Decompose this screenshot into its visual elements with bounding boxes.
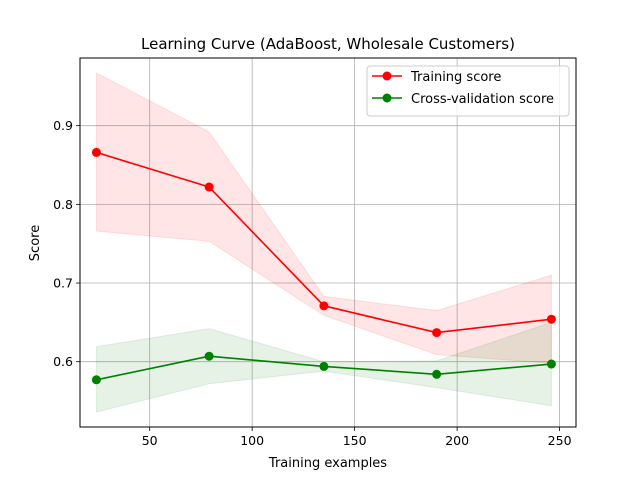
grid-lines <box>80 58 576 427</box>
point-cv <box>204 351 214 361</box>
x-tick-label: 200 <box>445 433 469 448</box>
y-tick-label: 0.9 <box>53 118 73 133</box>
legend: Training score Cross-validation score <box>366 65 570 117</box>
series-points <box>91 147 556 385</box>
x-tick-label: 150 <box>343 433 367 448</box>
point-training <box>546 314 556 324</box>
legend-box <box>366 65 570 117</box>
axis-ticks: 50 100 150 200 250 0.6 0.7 0.8 0.9 <box>53 118 571 448</box>
chart-title: Learning Curve (AdaBoost, Wholesale Cust… <box>141 35 515 53</box>
legend-label-cv: Cross-validation score <box>411 92 554 107</box>
y-axis-label: Score <box>28 225 43 261</box>
legend-marker-dot-cv <box>382 93 392 103</box>
point-cv <box>546 359 556 369</box>
x-axis-label: Training examples <box>268 456 387 471</box>
y-tick-label: 0.6 <box>53 354 73 369</box>
point-training <box>319 301 329 311</box>
x-tick-label: 100 <box>240 433 264 448</box>
y-tick-label: 0.8 <box>53 197 73 212</box>
plot-frame <box>79 57 577 428</box>
point-training <box>432 328 442 338</box>
point-cv <box>319 361 329 371</box>
point-training <box>204 182 214 192</box>
point-cv <box>432 369 442 379</box>
x-tick-label: 50 <box>142 433 158 448</box>
y-tick-label: 0.7 <box>53 276 73 291</box>
legend-marker-dot-training <box>382 71 392 81</box>
legend-label-training: Training score <box>410 70 501 85</box>
confidence-bands <box>95 72 552 413</box>
x-tick-label: 250 <box>548 433 572 448</box>
point-cv <box>91 375 101 385</box>
point-training <box>91 147 101 157</box>
